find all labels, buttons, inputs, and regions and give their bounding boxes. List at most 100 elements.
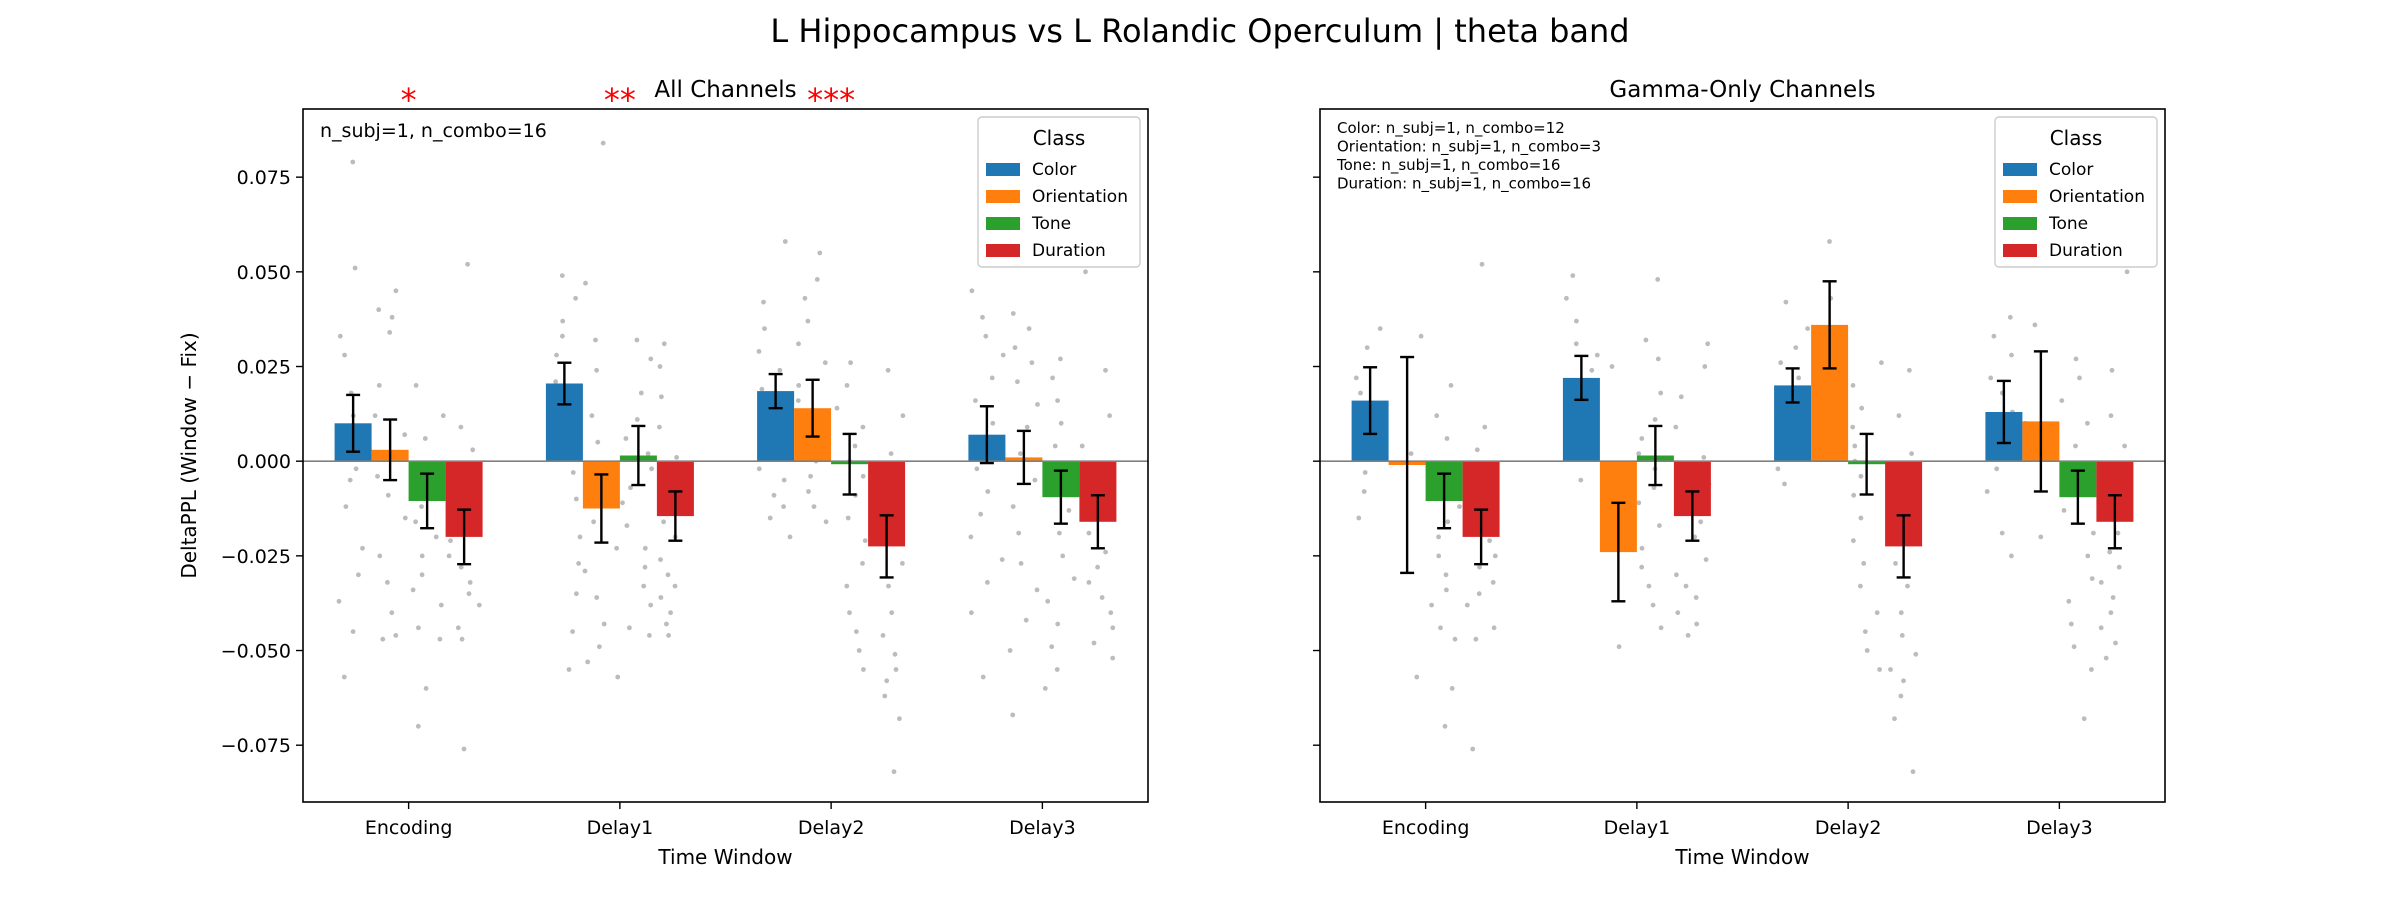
data-point — [658, 557, 663, 562]
data-point — [2098, 625, 2104, 631]
y-axis-label: DeltaPPL (Window − Fix) — [177, 332, 201, 578]
data-point — [756, 466, 762, 472]
y-tick-label: −0.050 — [221, 641, 291, 663]
data-point — [459, 636, 465, 642]
data-point — [1673, 424, 1679, 430]
data-point — [2124, 269, 2130, 275]
data-point — [1055, 398, 1060, 403]
data-point — [1362, 470, 1368, 475]
data-point — [796, 383, 802, 388]
data-point — [372, 413, 378, 419]
legend-swatch-duration — [2003, 244, 2037, 257]
data-point — [337, 333, 343, 339]
data-point — [1909, 451, 1914, 456]
data-point — [664, 621, 669, 627]
data-point — [854, 629, 859, 634]
legend: Class Color Orientation Tone Duration — [1994, 116, 2158, 268]
x-axis-label: Time Window — [657, 845, 792, 869]
data-point — [811, 504, 817, 509]
significance-stars: * — [401, 81, 417, 119]
data-point — [1010, 712, 1016, 718]
data-point — [1487, 538, 1492, 544]
data-point — [1594, 352, 1600, 358]
data-point — [1636, 451, 1642, 456]
data-point — [668, 610, 673, 616]
data-point — [1879, 360, 1884, 366]
data-point — [376, 307, 382, 313]
data-point — [862, 538, 868, 544]
data-point — [983, 333, 989, 339]
data-point — [781, 477, 787, 483]
data-point — [1361, 489, 1367, 494]
data-point — [990, 420, 996, 426]
errorbar-orientation-encoding — [383, 418, 398, 482]
data-point — [638, 390, 644, 396]
data-point — [1444, 436, 1450, 441]
errorbar-tone-delay2 — [1859, 432, 1874, 496]
legend-title: Class — [1033, 126, 1086, 150]
legend-swatch-orientation — [986, 190, 1020, 203]
data-point — [1050, 375, 1055, 381]
data-point — [360, 545, 365, 551]
data-point — [1438, 625, 1443, 631]
data-point — [1782, 481, 1787, 487]
errorbar-duration-encoding — [1474, 508, 1489, 566]
y-tick-label: 0.000 — [237, 451, 291, 473]
data-point — [1492, 553, 1498, 559]
y-tick-label: −0.025 — [221, 546, 291, 568]
errorbar-orientation-delay2 — [1822, 280, 1837, 370]
data-point — [2108, 413, 2114, 419]
data-point — [985, 580, 990, 585]
data-point — [973, 398, 978, 403]
data-point — [897, 716, 902, 722]
data-point — [470, 447, 476, 453]
errorbar-orientation-delay2 — [805, 378, 820, 438]
data-point — [595, 439, 601, 445]
data-point — [817, 250, 823, 256]
legend-label-orientation: Orientation — [2049, 187, 2145, 207]
data-point — [1015, 379, 1020, 385]
data-point — [376, 383, 382, 388]
data-point — [900, 413, 906, 419]
data-point — [1079, 443, 1085, 449]
errorbar-tone-delay3 — [1053, 469, 1068, 525]
data-point — [1655, 356, 1661, 362]
data-point — [1000, 352, 1006, 358]
data-point — [446, 553, 452, 559]
data-point — [1452, 636, 1458, 642]
x-tick-label-delay3: Delay3 — [2026, 817, 2093, 839]
errorbar-orientation-delay1 — [1611, 501, 1626, 603]
errorbar-color-delay2 — [768, 372, 783, 410]
data-point — [823, 519, 829, 525]
data-point — [674, 455, 679, 460]
data-point — [1778, 360, 1784, 366]
data-points — [336, 140, 1116, 775]
errorbar-duration-delay1 — [668, 490, 683, 542]
data-point — [1783, 299, 1789, 305]
data-point — [759, 386, 765, 392]
figure-title: L Hippocampus vs L Rolandic Operculum | … — [770, 12, 1629, 50]
data-point — [886, 583, 891, 589]
annotation-text: Tone: n_subj=1, n_combo=16 — [1336, 156, 1560, 175]
data-point — [413, 519, 418, 525]
data-point — [2103, 655, 2109, 661]
data-point — [1099, 595, 1105, 600]
data-point — [1103, 367, 1108, 373]
data-point — [1052, 443, 1058, 449]
data-point — [554, 352, 559, 358]
data-point — [2098, 580, 2104, 585]
data-point — [2059, 398, 2065, 403]
data-point — [615, 674, 621, 680]
data-point — [448, 538, 453, 544]
data-point — [657, 424, 662, 430]
data-point — [1086, 580, 1092, 585]
data-point — [634, 417, 640, 422]
data-point — [1578, 477, 1584, 483]
data-point — [387, 330, 393, 335]
data-point — [2116, 564, 2122, 570]
data-point — [1657, 523, 1662, 528]
x-tick-label-delay2: Delay2 — [1815, 817, 1882, 839]
errorbar-duration-delay3 — [2107, 494, 2122, 550]
data-point — [1026, 326, 1032, 331]
y-tick-label: 0.050 — [237, 262, 291, 284]
